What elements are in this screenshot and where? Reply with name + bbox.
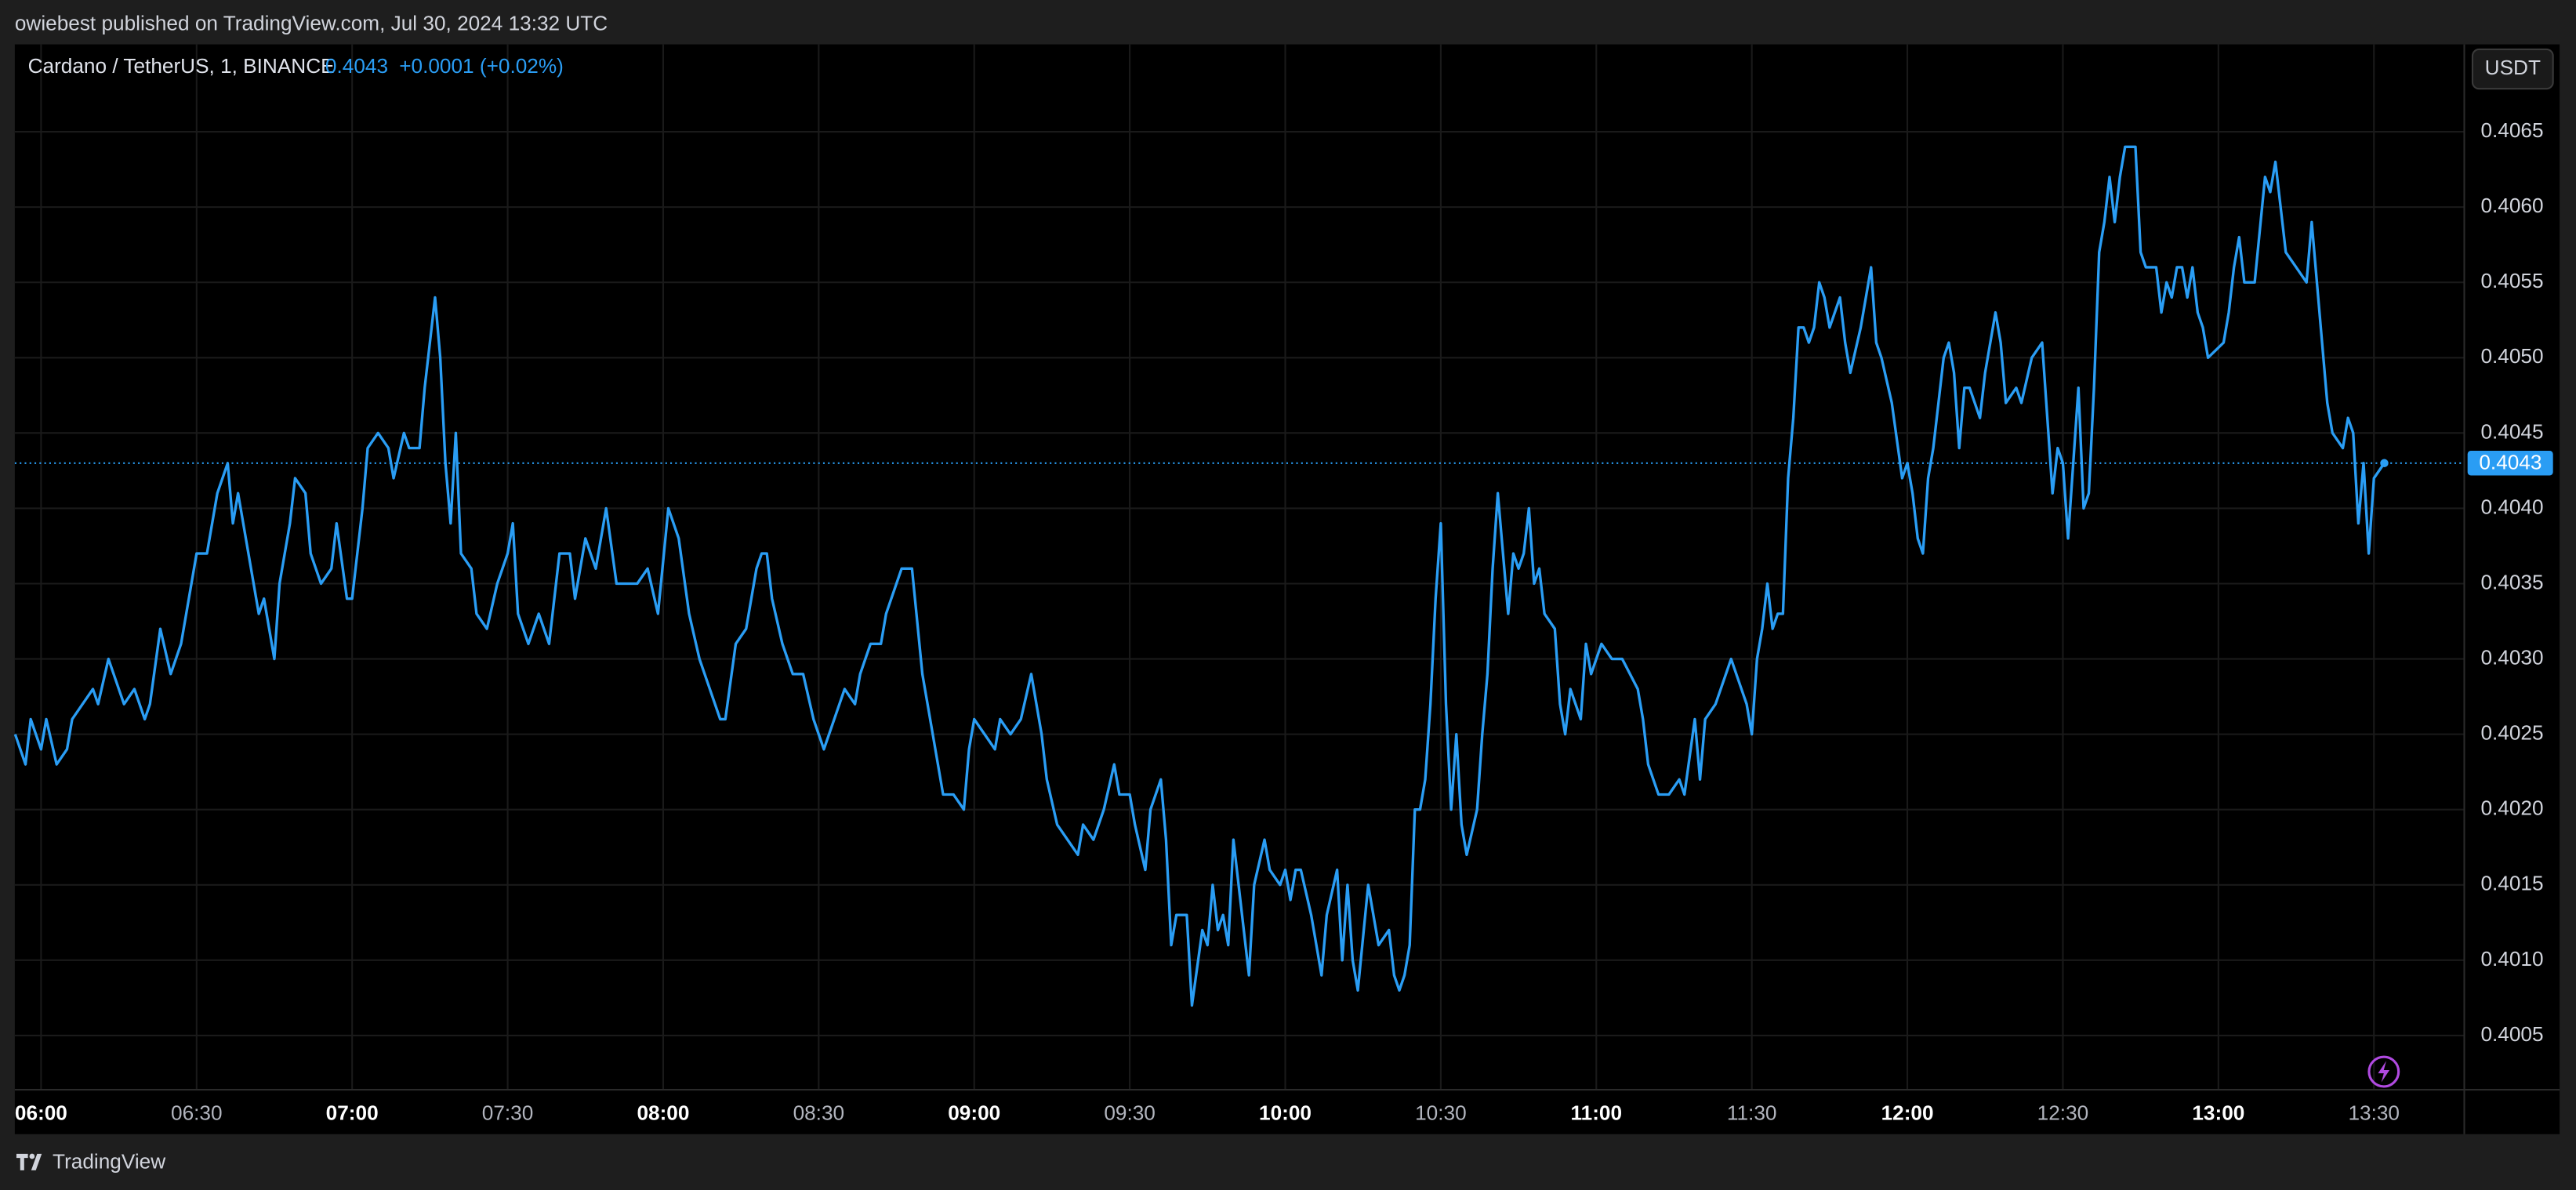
y-tick-label: 0.4005 [2480, 1022, 2543, 1046]
footer-logo [16, 1153, 42, 1170]
logo-mark [16, 1153, 42, 1170]
grid [14, 44, 2465, 1090]
x-tick-label: 13:00 [2192, 1101, 2244, 1124]
y-tick-label: 0.4030 [2480, 645, 2543, 669]
lightning-icon[interactable] [2367, 1055, 2400, 1088]
x-tick-label: 11:00 [1571, 1101, 1623, 1124]
legend-price: 0.4043 [325, 54, 388, 78]
x-tick-label: 11:30 [1727, 1101, 1777, 1124]
legend-series-name: Cardano / TetherUS, 1, BINANCE [28, 54, 335, 78]
currency-button[interactable] [2471, 48, 2554, 90]
x-tick-label: 07:30 [482, 1101, 534, 1124]
x-tick-label: 09:00 [948, 1101, 1000, 1124]
footer-brand: TradingView [53, 1149, 165, 1173]
x-tick-label: 10:30 [1415, 1101, 1467, 1124]
y-tick-label: 0.4025 [2480, 721, 2543, 745]
x-tick-label: 10:00 [1259, 1101, 1312, 1124]
last-price-label: 0.4043 [2479, 451, 2542, 474]
x-tick-label: 13:30 [2348, 1101, 2400, 1124]
x-tick-label: 09:30 [1104, 1101, 1156, 1124]
lightning-circle[interactable] [2367, 1055, 2400, 1088]
x-tick-label: 06:30 [171, 1101, 223, 1124]
logo-dot [29, 1153, 35, 1159]
y-tick-label: 0.4040 [2480, 495, 2543, 518]
y-tick-label: 0.4020 [2480, 796, 2543, 820]
currency-label[interactable]: USDT [2485, 56, 2541, 79]
legend-change: +0.0001 (+0.02%) [399, 54, 564, 78]
y-tick-label: 0.4060 [2480, 194, 2543, 217]
publisher: owiebest published on TradingView.com, J… [15, 11, 608, 34]
x-tick-label: 12:30 [2037, 1101, 2089, 1124]
y-tick-label: 0.4050 [2480, 344, 2543, 368]
x-tick-label: 12:00 [1881, 1101, 1934, 1124]
plot [13, 145, 2465, 1007]
x-tick-label: 07:00 [326, 1101, 379, 1124]
chart-panel [14, 44, 2560, 1134]
y-tick-label: 0.4035 [2480, 570, 2543, 593]
x-tick-label: 06:00 [15, 1101, 67, 1124]
y-tick-label: 0.4045 [2480, 419, 2543, 443]
lightning-bolt[interactable] [2378, 1061, 2390, 1083]
last-price-badge [2467, 451, 2553, 476]
y-tick-label: 0.4055 [2480, 269, 2543, 292]
y-tick-label: 0.4065 [2480, 118, 2543, 142]
last-point [2380, 459, 2389, 468]
y-tick-label: 0.4015 [2480, 872, 2543, 895]
x-tick-label: 08:30 [793, 1101, 845, 1124]
y-tick-label: 0.4010 [2480, 947, 2543, 971]
x-tick-label: 08:00 [637, 1101, 689, 1124]
